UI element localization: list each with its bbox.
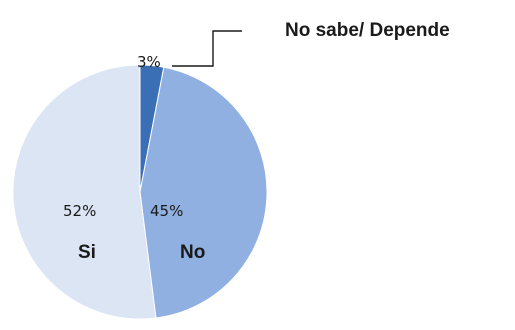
pie-slice-si	[12, 64, 157, 320]
slice-category-label-no: No	[180, 242, 205, 263]
callout-leader-line	[172, 30, 242, 67]
slice-value-label-no: 45%	[150, 202, 183, 220]
slice-category-label-no-sabe: No sabe/ Depende	[285, 20, 450, 41]
slice-category-label-si: Si	[78, 242, 96, 263]
pie-slice-no	[139, 66, 268, 319]
slice-value-label-no-sabe: 3%	[137, 53, 161, 71]
slices-layer	[12, 64, 268, 320]
slice-value-label-si: 52%	[63, 202, 96, 220]
